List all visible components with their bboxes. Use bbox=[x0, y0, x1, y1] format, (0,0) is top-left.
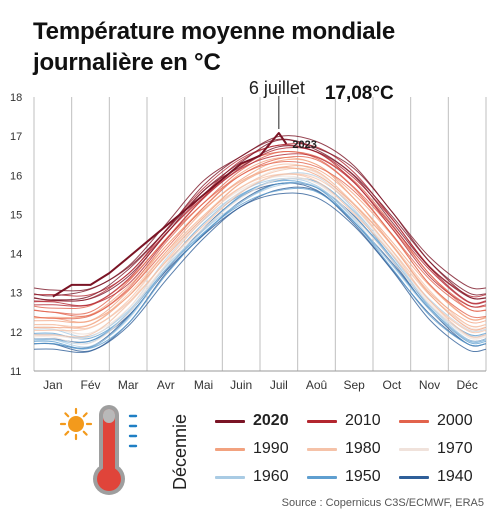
illustration bbox=[56, 400, 156, 500]
legend-swatch bbox=[307, 447, 337, 451]
legend-label: 1940 bbox=[437, 468, 473, 485]
x-tick-label: Avr bbox=[157, 378, 175, 392]
legend-swatch bbox=[215, 447, 245, 451]
sun-ray bbox=[82, 412, 88, 418]
legend-label: 1950 bbox=[345, 468, 381, 485]
series-line bbox=[33, 161, 487, 320]
series-line bbox=[33, 186, 487, 352]
annotation-date: 6 juillet bbox=[249, 78, 305, 98]
sun-icon bbox=[59, 407, 93, 441]
title-line-2: journalière en °C bbox=[33, 49, 221, 76]
legend-swatch bbox=[215, 475, 245, 479]
annotation-value: 17,08°C bbox=[325, 83, 394, 104]
chart-title: Température moyenne mondiale journalière… bbox=[33, 16, 493, 78]
sun-ray bbox=[64, 412, 70, 418]
series-line bbox=[33, 177, 487, 345]
legend-item-1950: 1950 bbox=[307, 466, 381, 488]
sun-ray bbox=[82, 430, 88, 436]
legend-item-2010: 2010 bbox=[307, 410, 381, 432]
legend-swatch bbox=[399, 419, 429, 423]
icons-svg bbox=[59, 405, 138, 495]
legend-item-2020: 2020 bbox=[215, 410, 289, 432]
source-note: Source : Copernicus C3S/ECMWF, ERA5 bbox=[281, 497, 484, 509]
legend-swatch bbox=[399, 447, 429, 451]
x-tick-label: Mar bbox=[118, 378, 139, 392]
legend-label: 2010 bbox=[345, 412, 381, 429]
y-tick-label: 17 bbox=[10, 131, 22, 143]
legend-item-1960: 1960 bbox=[215, 466, 289, 488]
x-tick-label: Jan bbox=[43, 378, 62, 392]
legend-label: 1970 bbox=[437, 440, 473, 457]
title-line-1: Température moyenne mondiale bbox=[33, 18, 396, 45]
y-tick-label: 11 bbox=[10, 366, 21, 378]
legend-label: 1980 bbox=[345, 440, 381, 457]
series-line bbox=[33, 135, 487, 292]
legend-title-text: Décennie bbox=[170, 414, 190, 490]
legend-label: 1960 bbox=[253, 468, 289, 485]
y-tick-label: 18 bbox=[10, 92, 22, 104]
legend-swatch bbox=[307, 419, 337, 423]
highlight-2023-line bbox=[52, 132, 288, 298]
legend-title: Décennie bbox=[168, 402, 198, 492]
x-tick-label: Oct bbox=[382, 378, 401, 392]
legend-swatch bbox=[399, 475, 429, 479]
series-line bbox=[33, 181, 487, 349]
x-tick-label: Mai bbox=[194, 378, 213, 392]
series-line bbox=[33, 155, 487, 317]
series-1980 bbox=[33, 163, 487, 338]
legend-label: 1990 bbox=[253, 440, 289, 457]
x-tick-label: Déc bbox=[456, 378, 477, 392]
series-line bbox=[33, 187, 487, 350]
x-tick-label: Nov bbox=[419, 378, 440, 392]
series-line bbox=[33, 163, 487, 328]
series-line bbox=[33, 143, 487, 298]
highlight-2023-label: 2023 bbox=[292, 139, 316, 151]
y-tick-label: 14 bbox=[10, 249, 22, 261]
legend-item-1980: 1980 bbox=[307, 438, 381, 460]
legend-label: 2020 bbox=[253, 412, 289, 429]
y-tick-label: 13 bbox=[10, 288, 22, 300]
x-tick-label: Fév bbox=[80, 378, 100, 392]
y-tick-label: 15 bbox=[10, 209, 22, 221]
x-tick-label: Sep bbox=[343, 378, 365, 392]
legend-item-1990: 1990 bbox=[215, 438, 289, 460]
x-tick-label: Juil bbox=[270, 378, 288, 392]
legend-item-1970: 1970 bbox=[399, 438, 473, 460]
temperature-chart: 11 12 13 14 15 16 17 18 Jan Fév Mar Avr Mai Juin Juil A… bbox=[10, 78, 487, 392]
x-tick-label: Aoû bbox=[306, 378, 327, 392]
legend-label: 2000 bbox=[437, 412, 473, 429]
sun-ray bbox=[64, 430, 70, 436]
series-line bbox=[33, 167, 487, 331]
series-line bbox=[33, 158, 487, 323]
series-line bbox=[33, 167, 487, 330]
legend-item-2000: 2000 bbox=[399, 410, 473, 432]
legend-item-1940: 1940 bbox=[399, 466, 473, 488]
y-tick-label: 12 bbox=[10, 327, 22, 339]
legend-swatch bbox=[307, 475, 337, 479]
series-line bbox=[33, 182, 487, 348]
y-tick-label: 16 bbox=[10, 170, 22, 182]
legend-swatch bbox=[215, 419, 245, 423]
legend: 2020 2010 2000 1990 1980 1970 1960 1950 1940 bbox=[172, 400, 492, 500]
x-tick-label: Juin bbox=[230, 378, 252, 392]
thermometer-icon bbox=[93, 405, 138, 495]
